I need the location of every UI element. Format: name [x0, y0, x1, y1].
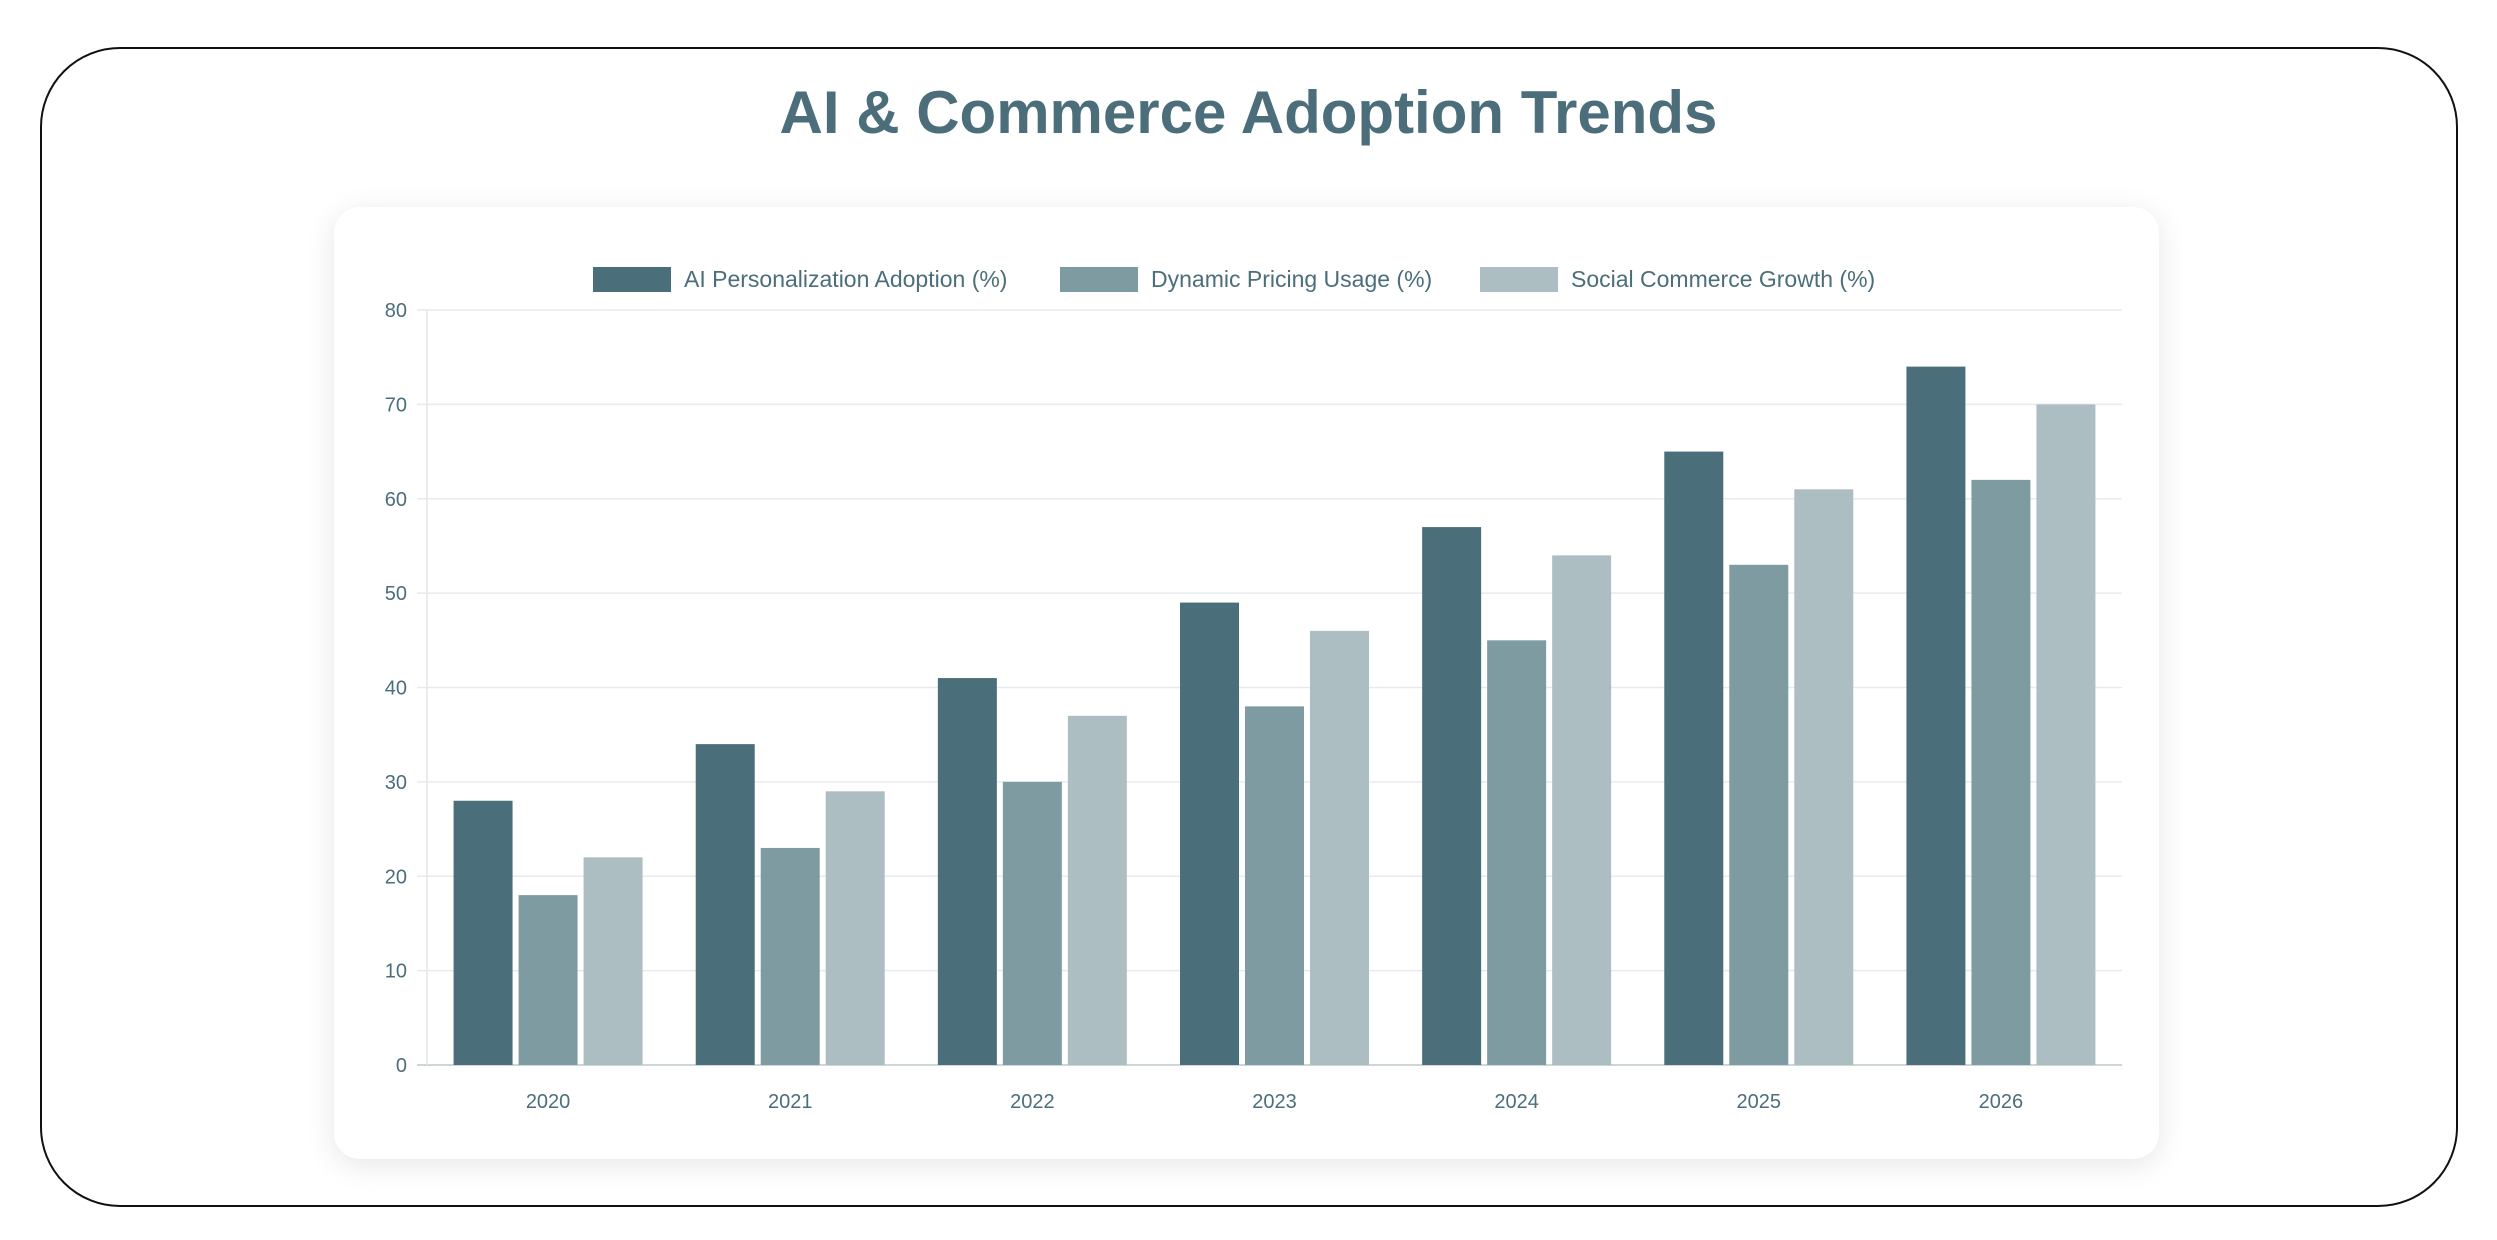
legend-swatch-1	[593, 267, 671, 292]
y-tick-label: 30	[385, 772, 407, 794]
bar-2026-series-3	[2036, 404, 2096, 1065]
bar-2026-series-1	[1906, 366, 1966, 1065]
y-tick-label: 70	[385, 394, 407, 416]
bar-2024-series-3	[1552, 555, 1612, 1065]
page-title: AI & Commerce Adoption Trends	[779, 79, 1718, 146]
x-tick-label: 2023	[1252, 1091, 1297, 1113]
bar-2021-series-3	[825, 791, 885, 1065]
bar-2023-series-2	[1245, 706, 1304, 1065]
bar-2024-series-2	[1487, 640, 1547, 1065]
legend-swatch-2	[1060, 267, 1138, 292]
y-tick-label: 20	[385, 866, 407, 888]
bar-2022-series-3	[1067, 715, 1127, 1065]
y-tick-label: 40	[385, 678, 407, 700]
bar-2025-series-3	[1794, 489, 1854, 1065]
legend-swatch-3	[1480, 267, 1558, 292]
y-tick-label: 80	[385, 300, 407, 322]
outer-frame	[40, 47, 2458, 1207]
legend-label-1: AI Personalization Adoption (%)	[684, 266, 1007, 292]
bar-2022-series-1	[937, 678, 997, 1065]
bar-2022-series-2	[1002, 781, 1062, 1065]
bar-2024-series-1	[1422, 527, 1482, 1065]
y-tick-label: 10	[385, 961, 407, 983]
bar-2020-series-2	[518, 895, 578, 1065]
x-tick-label: 2022	[1010, 1091, 1055, 1113]
bar-2026-series-2	[1971, 479, 2031, 1065]
x-tick-label: 2020	[526, 1091, 571, 1113]
legend-label-2: Dynamic Pricing Usage (%)	[1151, 266, 1432, 292]
y-tick-label: 0	[396, 1055, 407, 1077]
bar-2025-series-1	[1664, 451, 1724, 1065]
x-tick-label: 2024	[1494, 1091, 1539, 1113]
bar-2021-series-2	[760, 847, 820, 1065]
y-tick-label: 60	[385, 489, 407, 511]
y-tick-label: 50	[385, 583, 407, 605]
bar-2023-series-3	[1310, 630, 1369, 1065]
x-tick-label: 2025	[1737, 1091, 1782, 1113]
bar-2021-series-1	[695, 744, 755, 1065]
bar-2023-series-1	[1180, 602, 1239, 1065]
x-tick-label: 2021	[768, 1091, 813, 1113]
legend-label-3: Social Commerce Growth (%)	[1571, 266, 1875, 292]
bar-2020-series-3	[583, 857, 643, 1065]
x-tick-label: 2026	[1979, 1091, 2024, 1113]
bar-2025-series-2	[1729, 564, 1789, 1065]
bar-2020-series-1	[453, 800, 513, 1065]
